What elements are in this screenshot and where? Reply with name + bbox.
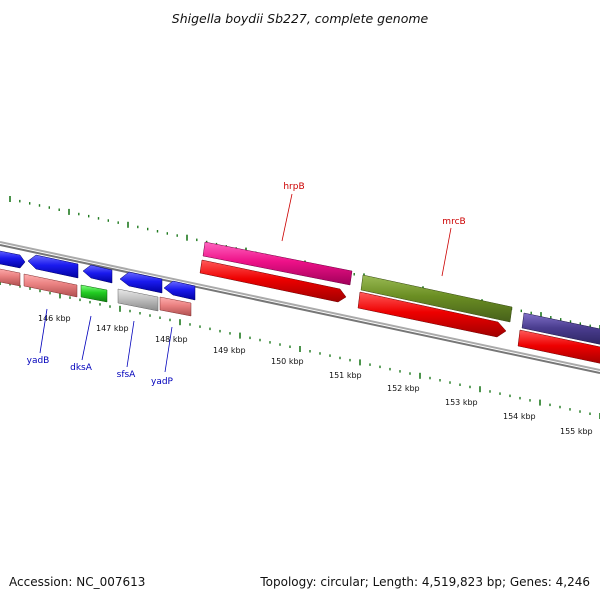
- gene-label-mrcB[interactable]: mrcB: [442, 217, 465, 227]
- lower-gene-labels: yadB dksA sfsA yadP: [27, 308, 174, 387]
- gene-label-yadP[interactable]: yadP: [151, 377, 174, 387]
- gene-purple[interactable]: [521, 312, 600, 346]
- ruler-label: 147 kbp: [96, 324, 129, 333]
- gene-label-dksA[interactable]: dksA: [70, 363, 93, 373]
- map-title: Shigella boydii Sb227, complete genome: [172, 11, 429, 26]
- gene-label-hrpB[interactable]: hrpB: [283, 182, 304, 192]
- gene-grey[interactable]: [117, 288, 159, 312]
- lower-tick-ruler: [0, 279, 600, 419]
- gene-blue[interactable]: [0, 250, 26, 269]
- cds-hrpB[interactable]: [199, 259, 347, 303]
- ruler-label: 151 kbp: [329, 371, 362, 380]
- gene-blue[interactable]: [82, 264, 113, 284]
- gene-salmon[interactable]: [0, 268, 21, 287]
- gene-track-upper-right: [202, 241, 600, 346]
- gene-salmon[interactable]: [23, 273, 78, 298]
- ruler-label: 149 kbp: [213, 346, 246, 355]
- ruler-label: 153 kbp: [445, 398, 478, 407]
- accession-text: Accession: NC_007613: [9, 575, 145, 589]
- gene-hrpB[interactable]: [202, 241, 353, 286]
- gene-mrcB[interactable]: [360, 274, 513, 323]
- ruler-label: 148 kbp: [155, 335, 188, 344]
- upper-gene-labels: hrpB mrcB: [281, 182, 466, 277]
- gene-label-yadB[interactable]: yadB: [27, 356, 50, 366]
- genome-backbone: [0, 241, 600, 374]
- cds-track: [199, 259, 600, 365]
- ruler-label: 152 kbp: [387, 384, 420, 393]
- gene-blue[interactable]: [119, 271, 163, 294]
- gene-blue[interactable]: [163, 280, 196, 301]
- ruler-label: 146 kbp: [38, 314, 71, 323]
- gene-track-lower-left: [0, 268, 192, 317]
- gene-blue[interactable]: [27, 254, 79, 279]
- ruler-label: 150 kbp: [271, 357, 304, 366]
- ruler-labels: 146 kbp 147 kbp 148 kbp 149 kbp 150 kbp …: [38, 314, 593, 436]
- topology-summary-text: Topology: circular; Length: 4,519,823 bp…: [259, 575, 590, 589]
- cds-mrcB[interactable]: [357, 291, 507, 338]
- gene-label-sfsA[interactable]: sfsA: [117, 370, 137, 380]
- ruler-label: 155 kbp: [560, 427, 593, 436]
- cds-right[interactable]: [517, 329, 600, 365]
- gene-green[interactable]: [80, 284, 108, 303]
- gene-salmon[interactable]: [159, 296, 192, 317]
- ruler-label: 154 kbp: [503, 412, 536, 421]
- gene-track-upper: [0, 250, 196, 301]
